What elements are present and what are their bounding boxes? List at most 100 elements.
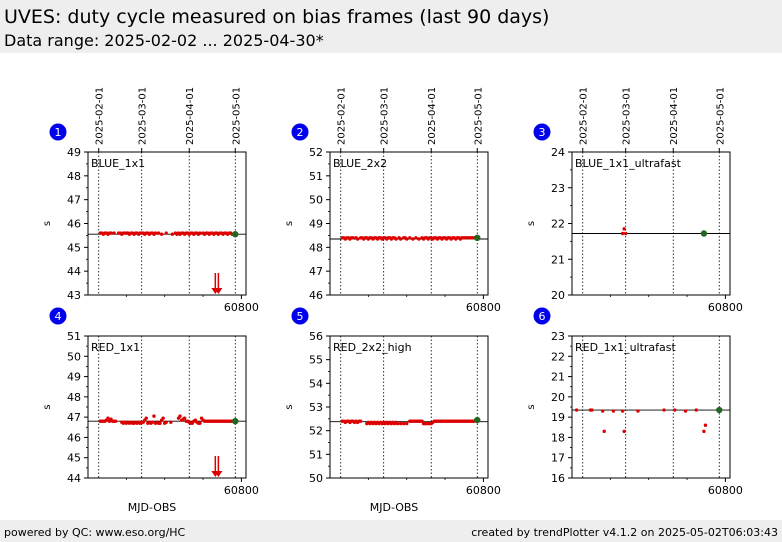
date-tick-label: 2025-05-01 [231,87,242,145]
data-point [113,419,118,423]
y-tick-label: 18 [551,431,565,444]
data-point [169,420,173,424]
y-tick-label: 23 [551,330,565,343]
x-tick-label: 60800 [466,301,501,314]
y-tick-label: 51 [67,330,81,343]
y-tick-label: 50 [67,350,81,363]
data-point [164,231,168,235]
data-point [702,429,706,434]
panel-number-badge [49,307,67,325]
data-point [694,408,698,412]
data-point [398,421,403,426]
panel-label: BLUE_1x1_ultrafast [575,157,682,170]
data-point [703,423,708,427]
data-point [414,236,418,240]
panel-number-label: 4 [55,310,62,323]
data-point [351,236,355,240]
y-tick-label: 50 [309,194,323,207]
data-point [152,414,156,418]
footer-bar: powered by QC: www.eso.org/HC created by… [0,520,782,542]
y-tick-label: 22 [551,218,565,231]
x-axis-label: MJD-OBS [370,501,418,514]
y-axis-label: s [284,404,295,409]
panel-label: BLUE_1x1 [91,157,145,170]
panel-frame [329,335,489,479]
y-axis-label: s [526,404,537,409]
data-point [600,409,605,413]
data-point [398,237,403,241]
data-point [158,421,162,425]
latest-point [716,406,723,414]
data-point [161,416,165,420]
panel-label: BLUE_2x2 [333,157,387,170]
y-tick-label: 54 [309,377,323,390]
data-point [112,231,116,235]
y-tick-label: 46 [67,431,81,444]
data-point [401,421,406,426]
date-tick-label: 2025-04-01 [427,87,438,145]
y-tick-label: 16 [551,472,565,485]
data-point [150,420,155,424]
panel-label: RED_1x1 [91,341,140,354]
y-tick-label: 49 [67,371,81,384]
data-point [395,421,400,426]
date-tick-label: 2025-03-01 [622,87,633,145]
footer-credit: powered by QC: www.eso.org/HC [4,526,186,539]
data-point [170,232,175,236]
data-point [198,231,202,235]
data-point [623,231,628,236]
x-tick-label: 60800 [708,301,743,314]
date-tick-label: 2025-02-01 [579,87,590,145]
y-axis-label: s [42,221,53,226]
y-tick-label: 56 [309,330,323,343]
y-tick-label: 48 [67,170,81,183]
data-point [109,231,113,235]
data-point [622,227,626,231]
data-point [602,429,606,434]
data-point [411,237,415,241]
panel-number-badge [533,307,551,325]
panel-number-label: 5 [297,310,304,323]
data-point [590,408,594,412]
panel-frame [571,335,731,479]
y-axis-label: s [526,221,537,226]
panel-number-badge [533,123,551,141]
y-tick-label: 44 [67,472,81,485]
panel-number-label: 3 [539,126,546,139]
panel-number-badge [291,307,309,325]
y-tick-label: 49 [67,146,81,159]
latest-point [232,418,239,425]
date-tick-label: 2025-02-01 [95,87,106,145]
panel-number-label: 1 [55,126,62,139]
x-tick-label: 60800 [466,484,501,497]
y-tick-label: 47 [309,265,323,278]
y-tick-label: 52 [309,146,323,159]
panel-frame [87,151,247,296]
y-tick-label: 51 [309,448,323,461]
date-tick-label: 2025-02-01 [337,87,348,145]
data-point [404,237,409,241]
y-tick-label: 43 [67,289,81,302]
data-point [156,231,161,235]
data-point [358,419,363,423]
below-range-arrow-head [214,471,223,477]
data-point [673,408,677,412]
date-tick-label: 2025-04-01 [669,87,680,145]
data-point [683,409,688,413]
x-tick-label: 60800 [224,484,259,497]
y-tick-label: 46 [309,289,323,302]
data-point [182,416,187,420]
panel-number-label: 6 [539,310,546,323]
date-tick-label: 2025-03-01 [380,87,391,145]
x-axis-label: MJD-OBS [128,501,176,514]
data-point [620,231,625,236]
data-point [636,409,640,413]
y-tick-label: 50 [309,472,323,485]
data-point [159,232,164,236]
date-tick-label: 2025-05-01 [473,87,484,145]
data-point [144,416,148,420]
panel-frame [571,151,731,296]
data-point [164,420,168,424]
x-tick-label: 60800 [224,301,259,314]
